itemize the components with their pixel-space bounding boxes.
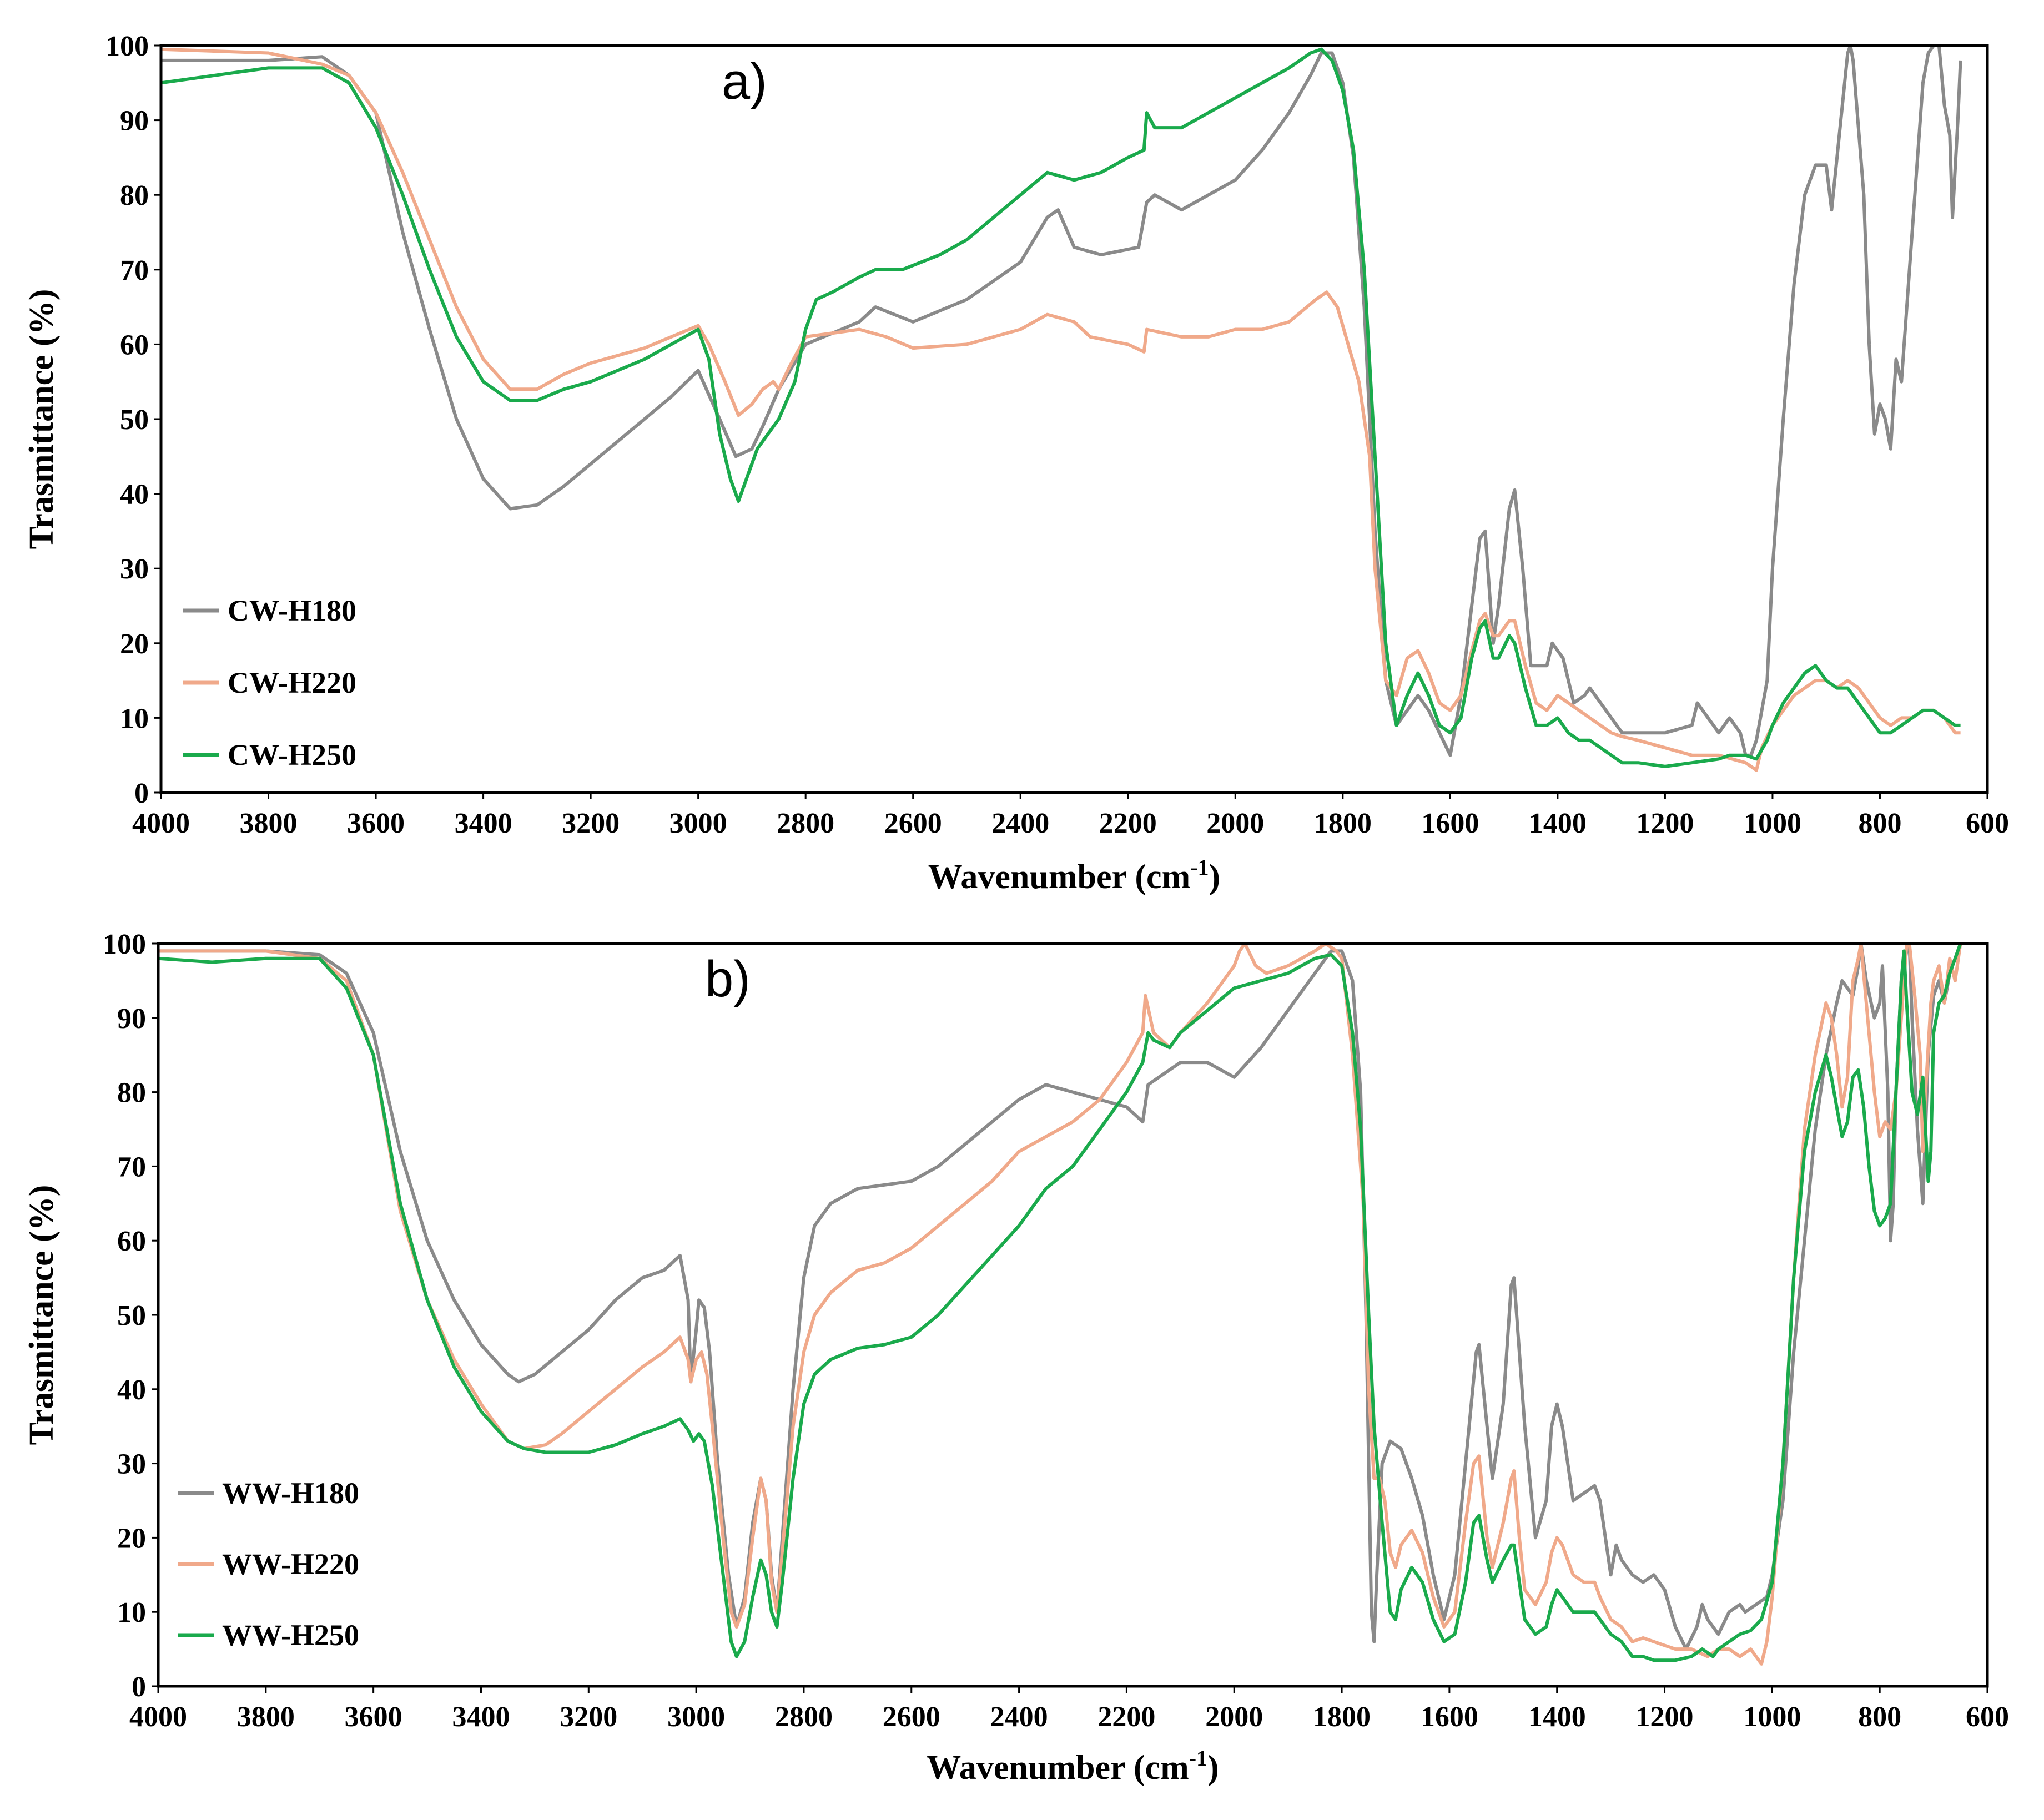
x-tick-label: 1200 — [1636, 1701, 1694, 1733]
panel-a-chart: 4000 3800 3600 3400 3200 3000 2800 2600 2400 2200… — [23, 31, 2009, 896]
x-tick-label: 2000 — [1205, 1701, 1263, 1733]
x-tick-label: 3200 — [562, 808, 620, 839]
y-tick-label: 10 — [120, 703, 149, 734]
x-tick-label: 4000 — [132, 808, 190, 839]
x-tick-label: 3600 — [345, 1701, 402, 1733]
x-tick-label: 1400 — [1529, 808, 1587, 839]
x-tick-label: 1800 — [1314, 808, 1372, 839]
y-axis-title: Trasmittance (%) — [23, 1185, 61, 1445]
y-tick-label: 20 — [117, 1522, 146, 1554]
x-tick-label: 2800 — [777, 808, 834, 839]
x-tick-label: 1200 — [1636, 808, 1694, 839]
x-tick-label: 1800 — [1313, 1701, 1371, 1733]
x-tick-label: 600 — [1966, 1701, 2009, 1733]
panel-b-chart: 4000 3800 3600 3400 3200 3000 2800 2600 2400 2200… — [23, 929, 2009, 1787]
series-line-cw-h250 — [160, 47, 1961, 768]
panel-label: a) — [722, 53, 767, 110]
x-tick-label: 2200 — [1099, 808, 1157, 839]
x-tick-label: 3800 — [240, 808, 298, 839]
y-tick-label: 60 — [117, 1226, 146, 1257]
panel-label: b) — [705, 951, 751, 1007]
x-tick-label: 2400 — [991, 808, 1049, 839]
y-tick-label: 30 — [120, 553, 149, 585]
x-tick-label: 800 — [1858, 808, 1901, 839]
y-tick-label: 30 — [117, 1449, 146, 1480]
legend-label: CW-H180 — [228, 594, 356, 627]
y-tick-label: 80 — [120, 180, 149, 211]
x-tick-label: 4000 — [129, 1701, 187, 1733]
legend-label: WW-H180 — [222, 1476, 359, 1510]
y-tick-label: 50 — [120, 404, 149, 436]
y-axis-title: Trasmittance (%) — [23, 289, 61, 549]
series-line-cw-h220 — [160, 47, 1961, 772]
y-tick-label: 40 — [117, 1374, 146, 1406]
y-tick-label: 90 — [120, 105, 149, 137]
y-tick-label: 20 — [120, 628, 149, 660]
legend-label: WW-H250 — [222, 1619, 359, 1652]
legend-label: CW-H250 — [228, 738, 356, 772]
y-tick-label: 0 — [134, 778, 149, 809]
y-tick-label: 70 — [117, 1151, 146, 1183]
x-axis-title: Wavenumber (cm-1) — [928, 855, 1220, 896]
x-tick-label: 3800 — [237, 1701, 295, 1733]
series-line-ww-h180 — [158, 942, 1962, 1651]
x-axis-title: Wavenumber (cm-1) — [927, 1746, 1219, 1787]
x-tick-label: 3000 — [667, 1701, 725, 1733]
x-tick-label: 1000 — [1743, 1701, 1801, 1733]
y-tick-label: 100 — [103, 929, 146, 960]
x-tick-label: 2200 — [1097, 1701, 1155, 1733]
series-line-ww-h220 — [158, 942, 1962, 1666]
x-tick-label: 2600 — [884, 808, 942, 839]
plot-frame — [159, 44, 1989, 794]
series-line-cw-h180 — [161, 44, 1962, 757]
y-tick-label: 100 — [105, 31, 149, 62]
x-tick-label: 2000 — [1206, 808, 1264, 839]
x-tick-label: 1600 — [1421, 808, 1479, 839]
legend-label: WW-H220 — [222, 1547, 359, 1581]
y-tick-label: 90 — [117, 1003, 146, 1035]
x-tick-label: 3000 — [669, 808, 727, 839]
x-tick-label: 1600 — [1421, 1701, 1478, 1733]
x-tick-label: 3400 — [452, 1701, 510, 1733]
x-tick-label: 3400 — [455, 808, 512, 839]
y-tick-label: 50 — [117, 1300, 146, 1332]
x-tick-label: 2400 — [990, 1701, 1048, 1733]
x-tick-label: 1000 — [1744, 808, 1801, 839]
y-tick-label: 10 — [117, 1597, 146, 1629]
x-tick-label: 3200 — [560, 1701, 617, 1733]
series-line-ww-h250 — [158, 942, 1962, 1662]
y-tick-label: 80 — [117, 1077, 146, 1109]
x-tick-label: 2800 — [775, 1701, 833, 1733]
y-tick-label: 60 — [120, 329, 149, 361]
legend-label: CW-H220 — [228, 666, 356, 699]
y-tick-label: 70 — [120, 255, 149, 286]
x-tick-label: 2600 — [883, 1701, 940, 1733]
x-tick-label: 1400 — [1528, 1701, 1586, 1733]
x-tick-label: 3600 — [347, 808, 405, 839]
y-tick-label: 40 — [120, 479, 149, 511]
x-tick-label: 800 — [1858, 1701, 1901, 1733]
x-tick-label: 600 — [1966, 808, 2009, 839]
y-tick-label: 0 — [132, 1671, 146, 1703]
